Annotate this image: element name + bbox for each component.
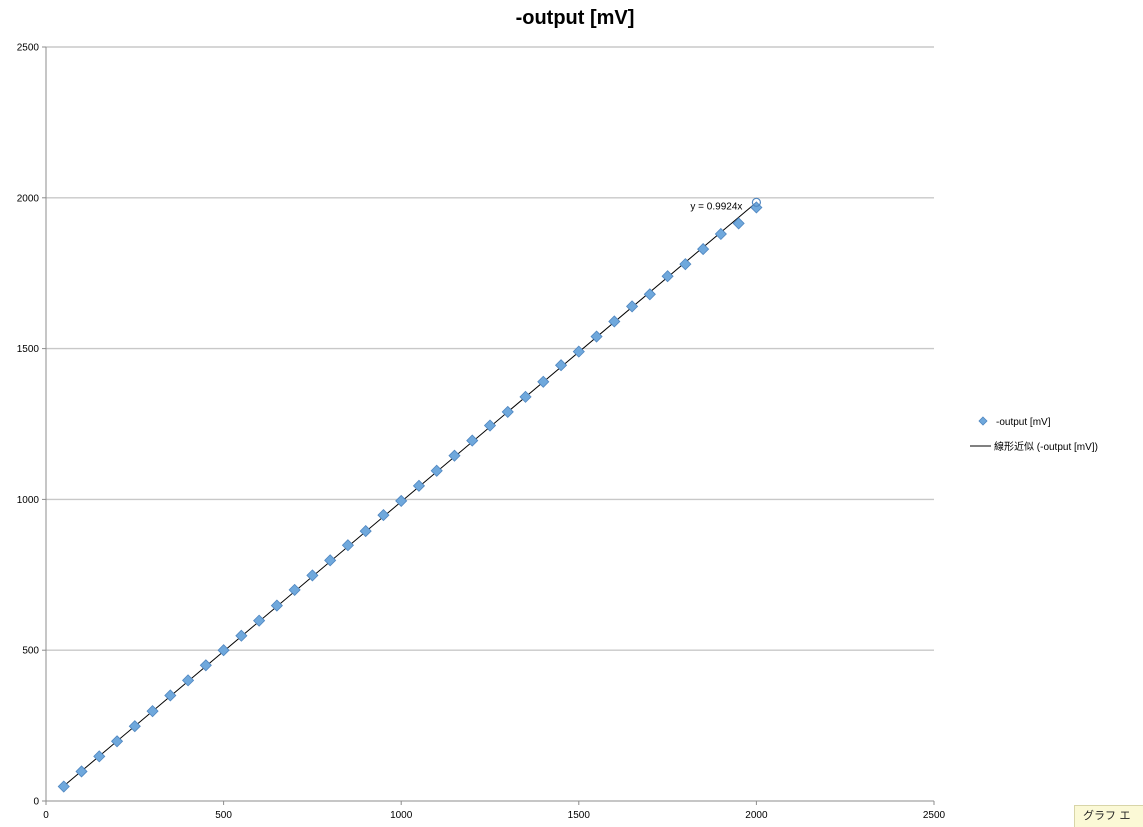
- data-point: [128, 720, 141, 733]
- x-tick-label: 2000: [745, 810, 768, 821]
- chart-sheet-tab[interactable]: グラフ エ: [1074, 805, 1143, 827]
- data-point: [253, 614, 266, 627]
- axes: [42, 46, 935, 805]
- legend-series-label: -output [mV]: [996, 417, 1051, 428]
- data-point: [519, 390, 532, 403]
- data-point: [661, 270, 674, 283]
- y-tick-label: 500: [22, 646, 39, 657]
- data-point: [306, 569, 319, 582]
- data-point: [324, 554, 337, 567]
- data-point: [110, 735, 124, 748]
- data-point: [217, 644, 230, 657]
- data-point: [732, 217, 745, 230]
- data-point: [572, 345, 585, 358]
- data-point: [57, 780, 70, 793]
- x-tick-label: 0: [43, 810, 49, 821]
- data-point: [643, 288, 656, 301]
- data-point: [93, 750, 106, 763]
- data-point: [395, 494, 408, 507]
- data-point: [679, 258, 692, 271]
- y-tick-label: 2000: [17, 193, 40, 204]
- data-point: [501, 405, 514, 419]
- legend: -output [mV] 線形近似 (-output [mV]): [970, 416, 1098, 453]
- data-point: [430, 464, 443, 477]
- legend-trendline-label: 線形近似 (-output [mV]): [994, 440, 1098, 453]
- gridlines: [46, 46, 934, 651]
- data-point: [466, 434, 479, 447]
- data-point: [483, 419, 497, 432]
- data-point: [626, 300, 639, 313]
- data-point: [359, 525, 372, 538]
- legend-marker-diamond-icon: [978, 416, 988, 426]
- data-point: [714, 227, 727, 241]
- data-point: [164, 689, 177, 702]
- selected-point-marker: [751, 197, 762, 207]
- data-point: [75, 765, 88, 778]
- data-point: [199, 659, 212, 672]
- y-tick-label: 1500: [17, 344, 40, 355]
- y-axis-tick-labels: 0 500 1000 1500 2000 2500: [17, 43, 40, 808]
- x-tick-label: 1500: [568, 810, 591, 821]
- data-point: [341, 539, 354, 552]
- data-point: [412, 479, 426, 492]
- y-tick-label: 1000: [17, 495, 40, 506]
- data-point: [182, 674, 195, 687]
- x-tick-label: 1000: [390, 810, 413, 821]
- data-point: [270, 599, 283, 612]
- y-tick-label: 2500: [17, 43, 40, 54]
- trendline-layer: y = 0.9924x: [63, 201, 757, 787]
- data-point: [377, 509, 390, 522]
- x-tick-label: 2500: [923, 810, 946, 821]
- x-axis-tick-labels: 0 500 1000 1500 2000 2500: [43, 810, 945, 821]
- data-point: [750, 201, 763, 214]
- data-point: [590, 330, 603, 343]
- x-tick-label: 500: [215, 810, 232, 821]
- data-point: [235, 629, 248, 642]
- data-point: [537, 375, 550, 388]
- data-point: [697, 243, 710, 256]
- chart-title: -output [mV]: [516, 7, 635, 29]
- data-point: [146, 705, 159, 718]
- data-point: [608, 315, 621, 328]
- data-point: [448, 449, 461, 462]
- trendline: [63, 202, 757, 787]
- trendline-equation: y = 0.9924x: [690, 201, 742, 212]
- data-point: [554, 359, 568, 372]
- y-tick-label: 0: [33, 797, 39, 808]
- data-points: [57, 197, 763, 793]
- data-point: [288, 583, 301, 596]
